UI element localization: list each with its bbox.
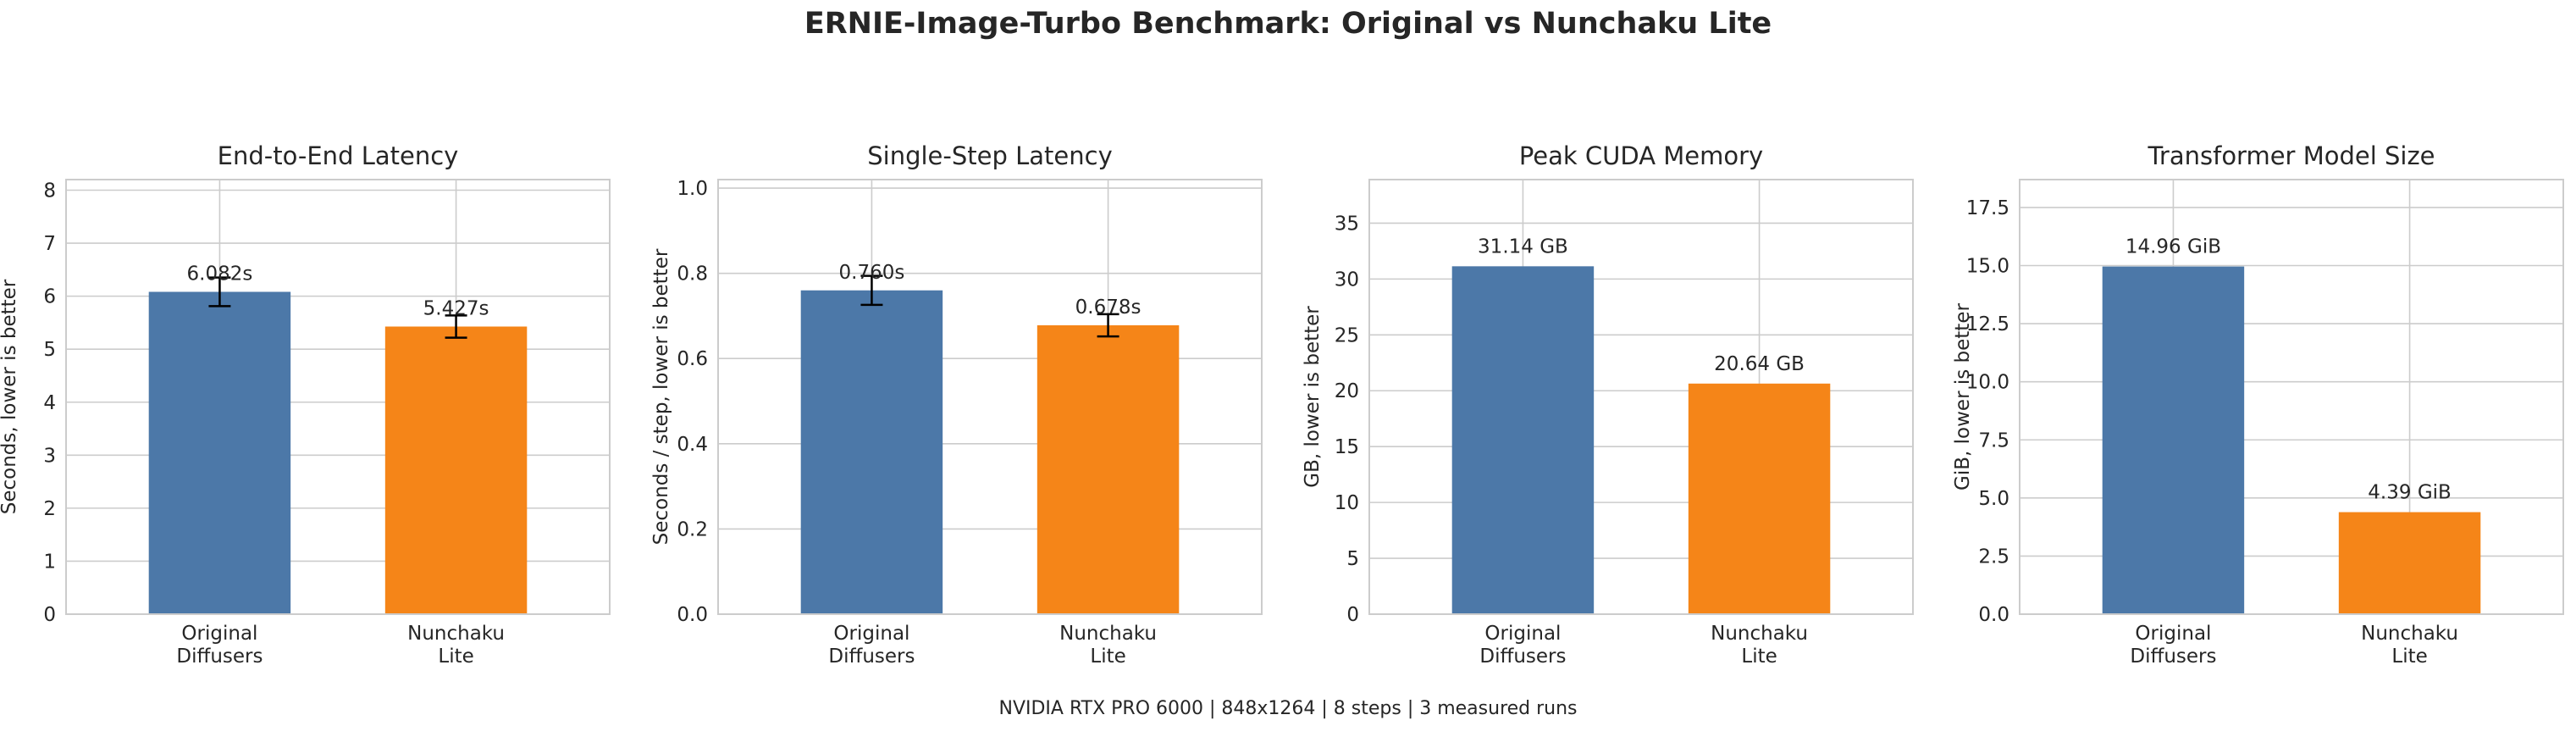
y-tick-label: 0.8 [677,263,708,285]
y-tick-label: 0.0 [677,604,708,626]
x-tick-label: Original Diffusers [1479,623,1566,668]
y-tick-label: 25 [1335,324,1359,346]
panel-title: End-to-End Latency [218,141,459,170]
y-tick-label: 35 [1335,213,1359,235]
y-tick-label: 0.4 [677,434,708,456]
chart-panel-2: 0.0 0.2 0.4 0.6 0.8 1.0 0.760s 0.678s Original Di… [650,141,1263,668]
y-tick-label: 0.6 [677,348,708,370]
x-tick-label: Original Diffusers [828,623,915,668]
panel-title: Peak CUDA Memory [1519,141,1763,170]
y-axis-label: GB, lower is better [1302,306,1324,488]
bar-nunchaku [1036,325,1180,614]
y-axis-label: GiB, lower is better [1952,303,1974,490]
x-tick-label: Nunchaku Lite [1059,623,1157,668]
y-axis-label: Seconds / step, lower is better [650,248,672,545]
bar-nunchaku [2338,512,2481,614]
y-tick-label: 15 [1335,436,1359,458]
y-tick-label: 17.5 [1966,197,2009,219]
x-tick-label: Nunchaku Lite [1711,623,1808,668]
y-tick-label: 5 [1346,548,1359,570]
bar-original [800,290,943,614]
y-tick-label: 5.0 [1978,488,2009,510]
y-tick-label: 6 [43,286,56,308]
x-tick-label: Original Diffusers [2130,623,2216,668]
y-tick-label: 5 [43,339,56,361]
value-label: 14.96 GiB [2125,236,2221,258]
y-tick-label: 0 [43,604,56,626]
y-tick-label: 0 [1346,604,1359,626]
y-tick-label: 2 [43,498,56,520]
y-tick-label: 8 [43,180,56,202]
y-tick-label: 4 [43,392,56,414]
figure-title: ERNIE-Image-Turbo Benchmark: Original vs… [804,7,1772,41]
value-label: 0.760s [839,262,905,284]
chart-panel-3: 0 5 10 15 20 25 30 35 31.14 GB 20.64 GB Original Di… [1302,141,1914,668]
value-label: 6.082s [187,263,253,285]
y-tick-label: 20 [1335,380,1359,402]
y-tick-label: 1.0 [677,178,708,200]
panel-title: Transformer Model Size [2147,141,2435,170]
value-label: 0.678s [1075,296,1142,319]
y-tick-label: 0.2 [677,518,708,540]
x-tick-label: Nunchaku Lite [2361,623,2458,668]
bar-original [1451,266,1595,614]
y-tick-label: 2.5 [1978,546,2009,568]
y-tick-label: 7 [43,233,56,255]
bar-nunchaku [384,326,528,614]
axes-frame [717,179,1263,615]
bar-nunchaku [1688,383,1831,614]
y-tick-label: 1 [43,551,56,573]
value-label: 4.39 GiB [2368,482,2452,504]
y-tick-label: 15.0 [1966,256,2009,278]
chart-panel-4: 0.0 2.5 5.0 7.5 10.0 12.5 15.0 17.5 14.96 GiB 4.3… [1952,141,2564,668]
y-tick-label: 7.5 [1978,429,2009,452]
chart-panel-1: 0 1 2 3 4 5 6 7 8 6.082s 5.427s Original Diffusers Nu… [0,141,611,668]
y-tick-label: 10 [1335,492,1359,514]
bar-original [2102,266,2245,614]
y-axis-label: Seconds, lower is better [0,279,20,514]
x-tick-label: Original Diffusers [176,623,263,668]
y-tick-label: 12.5 [1966,313,2009,335]
bar-original [148,291,291,614]
x-tick-label: Nunchaku Lite [407,623,505,668]
axes-frame [65,179,611,615]
panel-title: Single-Step Latency [867,141,1113,170]
value-label: 20.64 GB [1714,353,1805,375]
axes-frame [1368,179,1914,615]
y-tick-label: 0.0 [1978,604,2009,626]
y-tick-label: 3 [43,445,56,467]
value-label: 31.14 GB [1478,236,1568,258]
value-label: 5.427s [423,297,489,319]
y-tick-label: 30 [1335,269,1359,291]
axes-frame [2019,179,2564,615]
y-tick-label: 10.0 [1966,372,2009,394]
figure-footer: NVIDIA RTX PRO 6000 | 848x1264 | 8 steps… [998,698,1578,719]
